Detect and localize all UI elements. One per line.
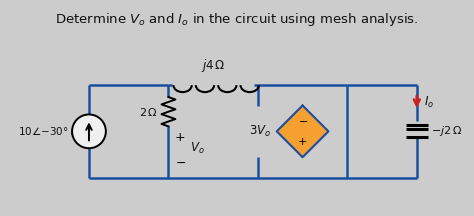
Text: +: + [298,137,307,147]
Text: $-$: $-$ [175,156,186,169]
Text: $I_o$: $I_o$ [424,94,434,110]
Polygon shape [277,106,328,157]
Text: $10\angle{-30°}$ A: $10\angle{-30°}$ A [18,125,80,137]
Text: $3V_o$: $3V_o$ [248,124,271,139]
Text: $2\,\Omega$: $2\,\Omega$ [139,106,158,118]
Circle shape [72,114,106,148]
Text: $-$: $-$ [298,115,308,125]
Text: $-j2\,\Omega$: $-j2\,\Omega$ [431,124,462,138]
Text: $V_o$: $V_o$ [190,140,205,156]
Text: $j4\,\Omega$: $j4\,\Omega$ [201,57,226,74]
Text: +: + [175,130,186,144]
Text: Determine $V_o$ and $I_o$ in the circuit using mesh analysis.: Determine $V_o$ and $I_o$ in the circuit… [55,11,419,28]
